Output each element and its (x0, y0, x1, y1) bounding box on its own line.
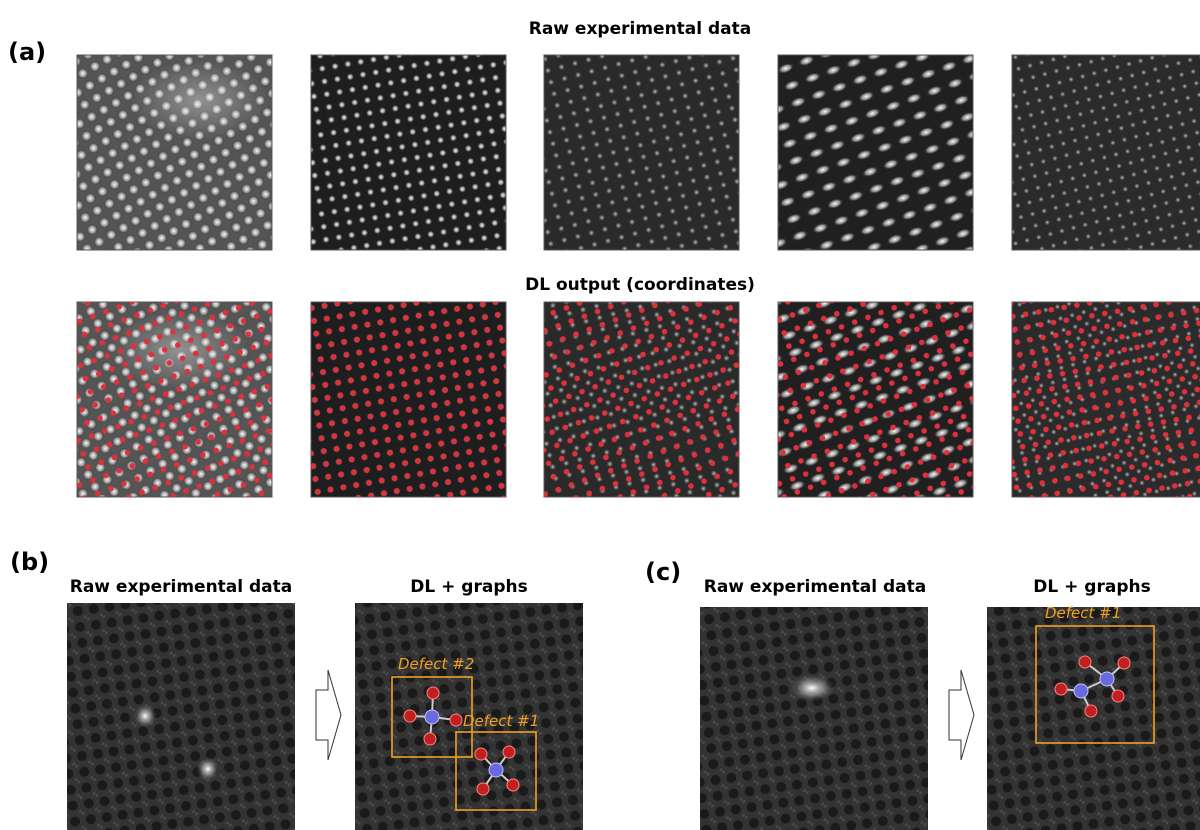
defect-label: Defect #1 (463, 712, 539, 730)
image-title: DL + graphs (1033, 577, 1150, 597)
image-title: DL + graphs (410, 577, 527, 597)
panel-label: (a) (8, 38, 46, 66)
defect-label: Defect #2 (398, 655, 474, 673)
dl-images (77, 302, 1200, 497)
row-title: DL output (coordinates) (525, 275, 755, 295)
raw-images (77, 55, 1200, 250)
row-title: Raw experimental data (529, 19, 752, 39)
panel-c-images (700, 607, 1200, 830)
figure: Raw experimental data (a) DL output (coo… (0, 0, 1200, 830)
image-title: Raw experimental data (70, 577, 293, 597)
defect-label: Defect #1 (1045, 604, 1121, 622)
panel-label: (c) (645, 558, 681, 586)
image-title: Raw experimental data (704, 577, 927, 597)
panel-label: (b) (10, 548, 49, 576)
